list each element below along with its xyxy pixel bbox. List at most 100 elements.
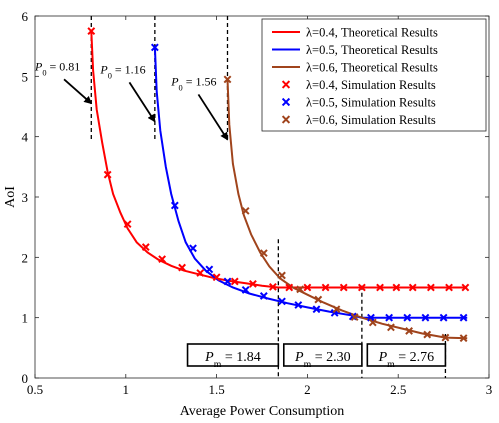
sim-marker [392,283,401,292]
y-tick-label: 1 [22,311,29,326]
sim-marker-stroke [178,263,187,272]
sim-marker-stroke [141,243,150,251]
sim-marker-stroke [103,170,112,179]
sim-marker-stroke [426,283,435,292]
sim-marker [405,327,414,335]
sim-marker-stroke [123,220,132,229]
sim-marker-stroke [339,283,348,292]
sim-marker [141,243,150,251]
sim-marker [350,313,359,321]
x-tick-label: 2 [304,382,311,397]
sim-marker-stroke [212,273,221,282]
sim-marker-stroke [278,297,286,306]
legend-label: λ=0.6, Simulation Results [306,113,436,127]
sim-marker [376,283,384,292]
y-tick-label: 5 [22,69,29,84]
legend-label: λ=0.4, Theoretical Results [306,26,438,40]
sim-marker [403,313,412,322]
p0-arrow [63,78,93,105]
p0-arrow [128,81,156,123]
sim-marker [249,279,257,288]
sim-marker-stroke [314,295,323,304]
axis-ticks: 0.5 1 1.5 2 2.5 3 0 1 2 3 4 5 6 [22,9,493,397]
sim-marker-stroke [230,277,239,286]
sim-marker [158,255,167,264]
y-tick-label: 2 [22,250,29,265]
sim-marker [259,292,268,300]
sim-marker-stroke [259,292,268,300]
simulation-markers [87,27,470,343]
legend-marker-swatch [281,97,291,107]
sim-marker [223,75,232,84]
sim-marker-stroke [441,333,450,342]
y-tick-label: 3 [22,190,29,205]
sim-marker [423,330,432,339]
sim-marker [445,283,453,292]
sim-marker-stroke [158,255,167,264]
theory-line [226,79,468,340]
sim-marker-stroke [421,313,430,322]
x-axis-label: Average Power Consumption [180,404,345,419]
sim-marker-stroke [439,313,448,322]
y-tick-label: 4 [22,130,29,145]
sim-marker [296,285,305,294]
sim-marker-stroke [285,283,294,292]
sim-marker [459,313,468,322]
legend-box [261,18,487,132]
sim-marker-stroke [205,265,214,274]
sim-marker-stroke [87,27,96,35]
p0-label: P0 = 1.56 [170,74,216,92]
sim-marker [426,283,435,292]
pm-label: Pm = 2.30 [294,350,351,370]
sim-marker [170,201,179,210]
x-tick-label: 0.5 [27,382,43,397]
legend: λ=0.4, Theoretical Results λ=0.5, Theoret… [261,18,487,132]
sim-marker-stroke [367,313,375,322]
sim-marker-stroke [445,283,453,292]
sim-marker-stroke [170,201,179,210]
p0-label: P0 = 1.16 [99,62,145,80]
pm-box [282,343,363,367]
sim-marker [259,249,268,258]
sim-marker-stroke [403,313,412,322]
sim-marker [103,170,112,179]
sim-marker-stroke [312,305,321,314]
sim-marker-stroke [241,206,250,215]
p0-label: P0 = 0.81 [34,59,80,77]
sim-marker [459,334,468,343]
x-tick-label: 3 [486,382,493,397]
sim-marker-stroke [241,286,250,294]
sim-marker-stroke [189,244,197,253]
sim-marker-stroke [223,75,232,84]
sim-marker [150,43,159,52]
sim-marker-stroke [150,43,159,52]
sim-marker-stroke [249,279,257,288]
sim-marker-stroke [461,283,470,292]
sim-marker-stroke [223,277,232,286]
sim-marker [368,318,377,327]
sim-marker [123,220,132,229]
x-tick-label: 1 [123,382,130,397]
sim-marker-stroke [392,283,401,292]
sim-marker [439,313,448,322]
sim-marker-stroke [357,283,366,292]
sim-marker [387,323,395,332]
sim-marker [441,333,450,342]
sim-marker-stroke [368,318,377,327]
sim-marker [321,283,330,292]
sim-marker [332,305,341,314]
sim-marker [268,282,277,291]
sim-marker [339,283,348,292]
y-axis-label: AoI [3,186,18,208]
sim-marker [241,286,250,294]
sim-marker [223,277,232,286]
sim-marker [189,244,197,253]
x-tick-label: 2.5 [390,382,406,397]
legend-marker-swatch [281,115,291,124]
sim-marker [367,313,375,322]
legend-label: λ=0.4, Simulation Results [306,78,436,92]
sim-marker-stroke [268,282,277,291]
sim-marker-stroke [332,305,341,314]
sim-marker-stroke [376,283,384,292]
sim-marker [212,273,221,282]
